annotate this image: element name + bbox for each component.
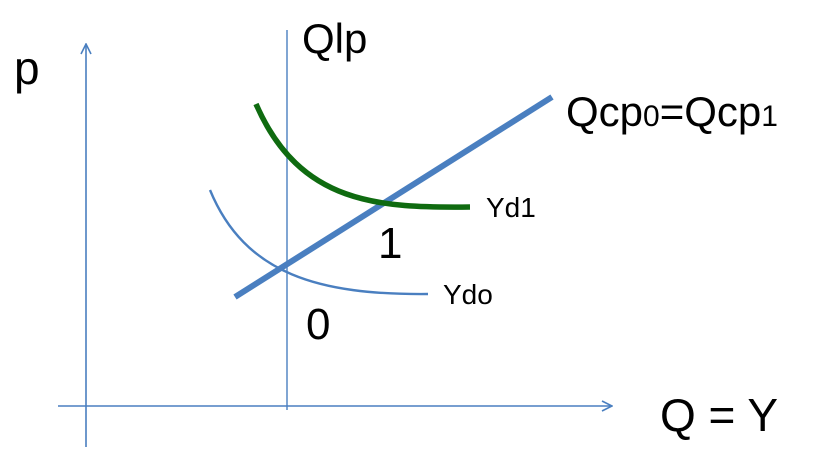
demand-1-label: Yd1: [486, 192, 536, 223]
supply-label-main: Qcp: [566, 88, 643, 135]
equilibrium-point-0-label: 0: [306, 300, 330, 349]
equilibrium-point-1-label: 1: [378, 219, 402, 268]
x-axis-label: Q = Y: [660, 389, 778, 441]
supply-label-sub0: 0: [643, 100, 660, 133]
supply-label-mid: =Qcp: [660, 88, 762, 135]
supply-curve-label: Qcp0=Qcp1: [566, 88, 778, 135]
supply-line: [233, 94, 554, 300]
demand-curve-0: [208, 189, 429, 296]
demand-0-label: Ydo: [443, 279, 493, 310]
supply-label-sub1: 1: [761, 100, 778, 133]
y-axis-label: p: [14, 42, 40, 94]
demand-curve-1: [253, 102, 471, 210]
qlp-label: Qlp: [302, 15, 367, 62]
